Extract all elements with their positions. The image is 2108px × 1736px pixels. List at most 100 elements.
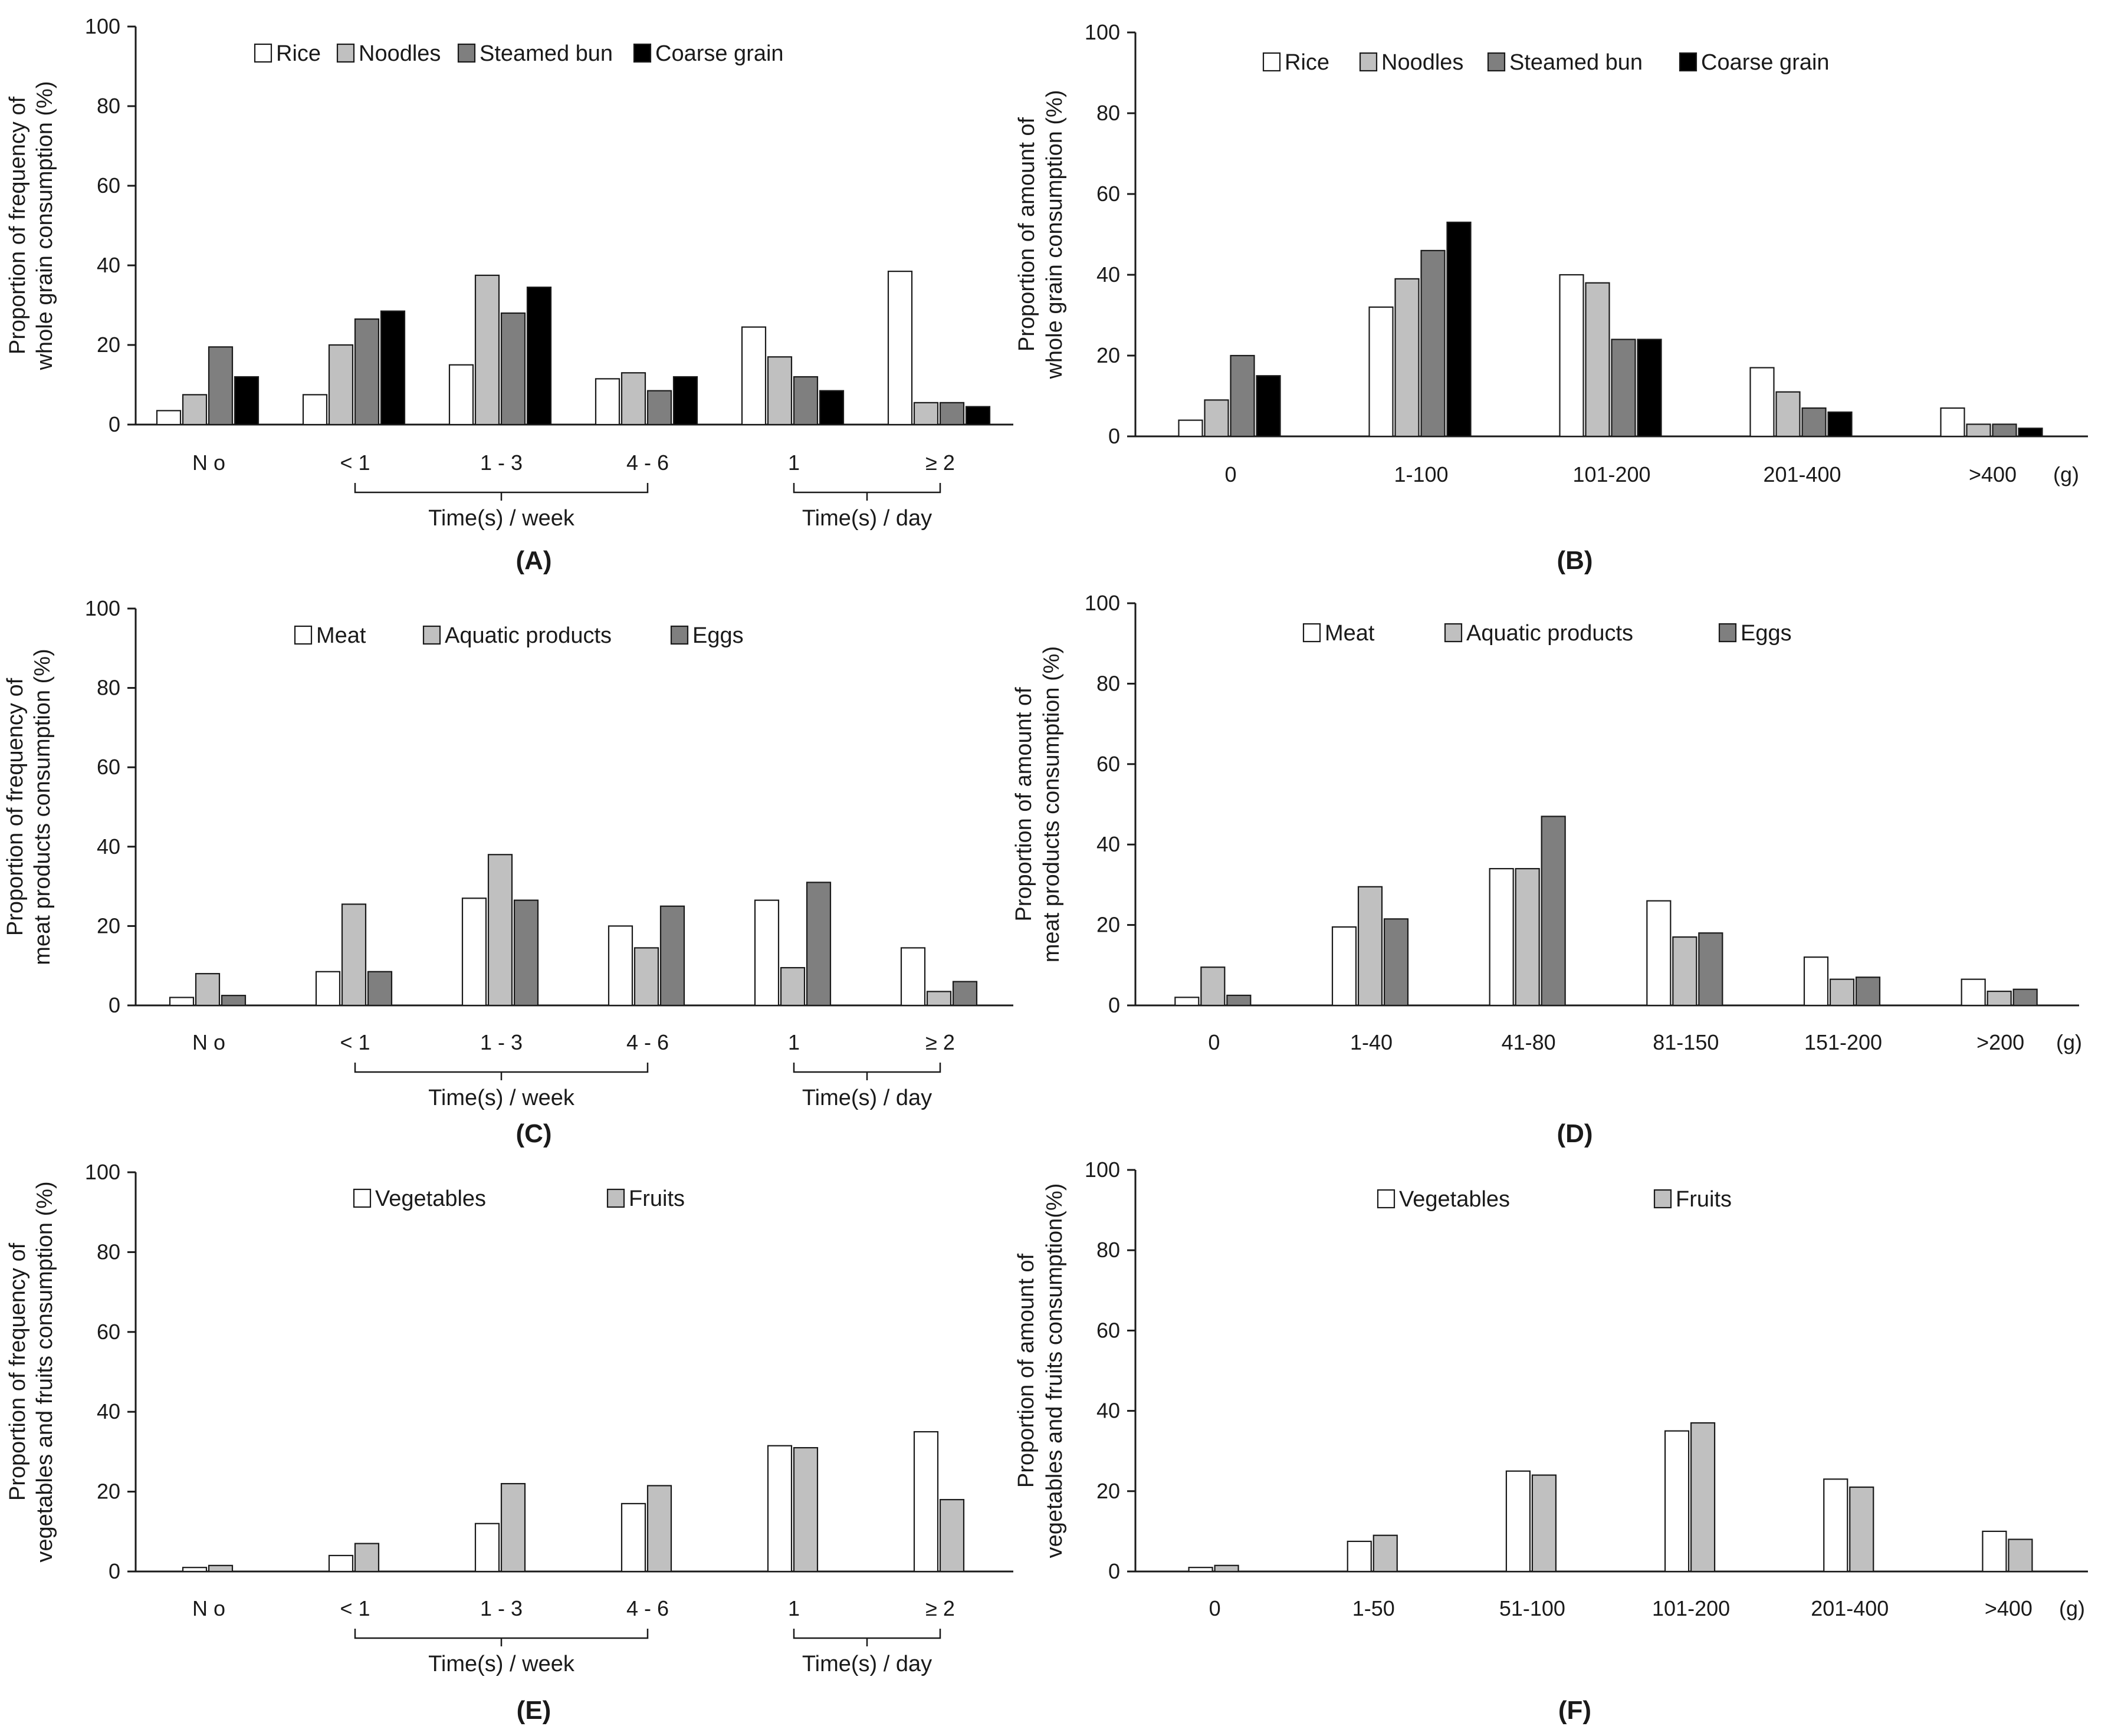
bar-coarse-grain	[234, 376, 260, 426]
bar-coarse-grain	[526, 287, 552, 426]
x-tick-label: 0	[1224, 462, 1236, 486]
bar-fruits	[2008, 1538, 2033, 1573]
bar-noodles	[767, 356, 793, 426]
bar-vegetables	[913, 1431, 939, 1573]
y-tick-label: 60	[1096, 1318, 1120, 1342]
bar-steamed-bun	[354, 318, 380, 426]
group-label: Time(s) / day	[802, 1086, 932, 1110]
y-tick-label: 80	[1096, 671, 1120, 695]
x-tick-label: 1	[788, 1030, 800, 1054]
x-tick-label: < 1	[340, 1030, 370, 1054]
bar-eggs	[221, 995, 247, 1007]
x-tick-label: 101-200	[1572, 462, 1650, 486]
legend-swatch	[633, 43, 652, 63]
y-tick-label: 100	[85, 14, 120, 38]
x-tick-label: 4 - 6	[626, 451, 669, 475]
legend-swatch	[1377, 1189, 1396, 1209]
bar-fruits	[500, 1482, 526, 1573]
bar-aquatic-products	[195, 973, 221, 1007]
y-axis-title: Proportion of frequency of	[3, 678, 28, 936]
x-tick-label: N o	[192, 451, 225, 475]
group-bracket	[354, 483, 649, 501]
group-bracket	[793, 1063, 941, 1080]
bar-meat	[461, 897, 487, 1007]
group-label: Time(s) / day	[802, 1652, 932, 1676]
y-axis-title: Proportion of amount of	[1014, 1254, 1039, 1488]
x-tick-label: ≥ 2	[925, 1596, 955, 1620]
y-tick-label: 20	[1096, 913, 1120, 937]
bar-fruits	[1849, 1486, 1874, 1573]
legend-label: Vegetables	[375, 1186, 486, 1211]
y-tick-label: 0	[1108, 993, 1120, 1017]
bar-rice	[887, 271, 913, 426]
y-tick-label: 60	[1096, 182, 1120, 206]
y-tick-label: 20	[97, 913, 120, 938]
y-tick-label: 60	[97, 755, 120, 779]
bar-steamed-bun	[939, 402, 965, 426]
chart-panel-c: 0 20 40 60 80 100 Proportion of frequency of me…	[3, 596, 1013, 1148]
bar-meat	[1174, 997, 1200, 1007]
bar-meat	[1489, 868, 1514, 1007]
chart-panel-b: 0 20 40 60 80 100 Proportion of amount of whole…	[1014, 20, 2088, 575]
y-axis-title: Proportion of amount of	[1014, 117, 1039, 352]
legend-label: Fruits	[1676, 1187, 1732, 1212]
y-tick-label: 80	[97, 94, 120, 118]
x-tick-label: ≥ 2	[925, 1030, 955, 1054]
bar-aquatic-products	[341, 903, 367, 1007]
y-axis-title: Proportion of frequency of	[5, 1242, 30, 1501]
bar-noodles	[1204, 399, 1229, 438]
bar-aquatic-products	[780, 966, 806, 1007]
legend-swatch	[670, 625, 689, 645]
bar-eggs	[1541, 816, 1566, 1007]
y-axis-title: meat products consumption (%)	[30, 649, 55, 965]
x-tick-label: 1 - 3	[480, 451, 523, 475]
legend-label: Coarse grain	[1701, 50, 1830, 75]
bar-rice	[1940, 407, 1965, 438]
bar-aquatic-products	[1986, 991, 2012, 1007]
legend-swatch	[1653, 1189, 1672, 1209]
x-tick-label: 151-200	[1804, 1030, 1882, 1054]
bar-vegetables	[767, 1445, 793, 1573]
bar-steamed-bun	[1801, 407, 1827, 438]
bar-coarse-grain	[819, 390, 845, 426]
bar-rice	[156, 410, 182, 426]
bar-coarse-grain	[380, 310, 406, 426]
bar-coarse-grain	[2018, 428, 2043, 438]
bar-eggs	[1226, 994, 1252, 1007]
x-tick-label: N o	[192, 1596, 225, 1620]
x-tick-label: 4 - 6	[626, 1596, 669, 1620]
bar-aquatic-products	[1200, 966, 1226, 1007]
group-bracket	[793, 483, 941, 501]
bar-aquatic-products	[633, 947, 659, 1007]
legend-swatch	[1444, 623, 1463, 643]
legend-swatch	[606, 1188, 625, 1208]
bar-eggs	[2012, 988, 2038, 1007]
bar-coarse-grain	[965, 406, 991, 426]
bar-rice	[1559, 274, 1584, 438]
chart-panel-a: 0 20 40 60 80 100 Proportion of frequency of wh…	[5, 14, 1013, 575]
legend-label: Meat	[1325, 621, 1375, 646]
bar-vegetables	[1982, 1530, 2007, 1573]
legend-label: Steamed bun	[1509, 50, 1643, 75]
bar-rice	[302, 394, 328, 426]
y-tick-label: 20	[1096, 1479, 1120, 1503]
bar-rice	[1178, 419, 1203, 438]
bar-noodles	[328, 344, 354, 426]
y-tick-label: 0	[109, 1559, 120, 1583]
x-tick-label: 1 - 3	[480, 1596, 523, 1620]
group-bracket	[354, 1629, 649, 1646]
legend-swatch	[422, 625, 441, 645]
bar-fruits	[793, 1447, 819, 1573]
bar-steamed-bun	[793, 376, 819, 426]
legend-swatch	[1679, 52, 1697, 72]
x-unit-label: (g)	[2056, 1030, 2082, 1054]
panel-label: (F)	[1558, 1696, 1591, 1725]
y-tick-label: 100	[1085, 20, 1120, 44]
bar-meat	[754, 899, 780, 1007]
legend-swatch	[1302, 623, 1321, 643]
chart-panel-f: 0 20 40 60 80 100 Proportion of amount of veget…	[1014, 1158, 2088, 1725]
legend-label: Coarse grain	[655, 41, 784, 66]
y-tick-label: 100	[85, 596, 120, 620]
bar-fruits	[208, 1564, 234, 1573]
